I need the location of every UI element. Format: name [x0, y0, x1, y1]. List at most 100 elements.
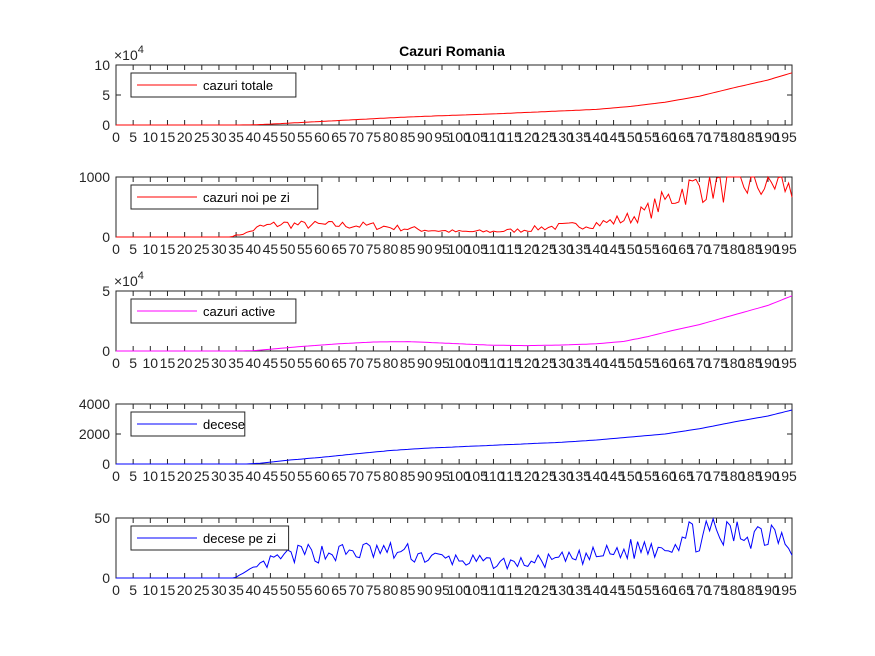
x-tick-label: 145 [602, 129, 626, 145]
x-tick-label: 35 [228, 355, 244, 371]
x-tick-label: 5 [129, 129, 137, 145]
x-tick-label: 155 [636, 129, 660, 145]
x-tick-label: 115 [499, 129, 522, 145]
x-tick-label: 195 [773, 468, 797, 484]
legend-label: cazuri active [203, 304, 275, 319]
x-tick-label: 105 [465, 241, 489, 257]
x-tick-label: 20 [177, 241, 193, 257]
y-tick-label: 0 [102, 117, 110, 133]
x-tick-label: 15 [160, 468, 176, 484]
x-tick-label: 140 [585, 355, 609, 371]
x-tick-label: 185 [739, 129, 763, 145]
x-tick-label: 185 [739, 468, 763, 484]
x-tick-label: 35 [228, 241, 244, 257]
x-tick-label: 165 [671, 582, 695, 598]
x-tick-label: 95 [434, 241, 450, 257]
x-tick-label: 185 [739, 582, 763, 598]
x-tick-label: 105 [465, 468, 489, 484]
x-tick-label: 65 [331, 129, 347, 145]
x-tick-label: 110 [482, 241, 505, 257]
x-tick-label: 90 [417, 582, 433, 598]
x-tick-label: 105 [465, 355, 489, 371]
x-tick-label: 25 [194, 355, 210, 371]
x-tick-label: 110 [482, 468, 505, 484]
x-tick-label: 5 [129, 355, 137, 371]
x-tick-label: 85 [400, 241, 416, 257]
x-tick-label: 40 [245, 468, 261, 484]
x-tick-label: 130 [550, 468, 574, 484]
x-tick-label: 190 [756, 468, 780, 484]
x-tick-label: 40 [245, 241, 261, 257]
x-tick-label: 5 [129, 241, 137, 257]
x-tick-label: 30 [211, 241, 227, 257]
x-tick-label: 20 [177, 468, 193, 484]
y-exponent-label: ×104 [114, 44, 144, 63]
series-line [116, 175, 793, 238]
legend-label: decese [203, 417, 245, 432]
x-tick-label: 120 [516, 582, 540, 598]
y-tick-label: 10 [94, 57, 110, 73]
x-tick-label: 30 [211, 355, 227, 371]
x-tick-label: 50 [280, 468, 296, 484]
x-tick-label: 150 [619, 355, 643, 371]
x-tick-label: 180 [722, 129, 746, 145]
x-tick-label: 180 [722, 468, 746, 484]
x-tick-label: 15 [160, 241, 176, 257]
x-tick-label: 130 [550, 241, 574, 257]
legend-label: cazuri noi pe zi [203, 190, 290, 205]
x-tick-label: 45 [263, 129, 279, 145]
x-tick-label: 55 [297, 241, 313, 257]
x-tick-label: 135 [568, 241, 592, 257]
x-tick-label: 40 [245, 129, 261, 145]
x-tick-label: 145 [602, 468, 626, 484]
x-tick-label: 170 [688, 241, 712, 257]
x-tick-label: 175 [705, 468, 729, 484]
x-tick-label: 115 [499, 355, 522, 371]
x-tick-label: 190 [756, 355, 780, 371]
x-tick-label: 110 [482, 582, 505, 598]
x-tick-label: 5 [129, 468, 137, 484]
x-tick-label: 80 [383, 355, 399, 371]
x-tick-label: 130 [550, 129, 574, 145]
x-tick-label: 70 [348, 468, 364, 484]
x-tick-label: 35 [228, 582, 244, 598]
x-tick-label: 125 [533, 582, 557, 598]
x-tick-label: 160 [653, 582, 677, 598]
x-tick-label: 65 [331, 468, 347, 484]
x-tick-label: 160 [653, 355, 677, 371]
x-tick-label: 85 [400, 582, 416, 598]
x-tick-label: 105 [465, 582, 489, 598]
x-tick-label: 70 [348, 355, 364, 371]
x-tick-label: 130 [550, 582, 574, 598]
x-tick-label: 130 [550, 355, 574, 371]
x-tick-label: 50 [280, 582, 296, 598]
x-tick-label: 10 [143, 582, 159, 598]
x-tick-label: 75 [366, 241, 382, 257]
series-line [116, 295, 793, 352]
x-tick-label: 80 [383, 241, 399, 257]
x-tick-label: 95 [434, 355, 450, 371]
x-tick-label: 175 [705, 129, 729, 145]
x-tick-label: 140 [585, 241, 609, 257]
x-tick-label: 35 [228, 129, 244, 145]
y-tick-label: 0 [102, 456, 110, 472]
y-tick-label: 4000 [79, 396, 110, 412]
x-tick-label: 90 [417, 355, 433, 371]
x-tick-label: 160 [653, 241, 677, 257]
x-tick-label: 150 [619, 241, 643, 257]
x-tick-label: 135 [568, 129, 592, 145]
x-tick-label: 180 [722, 241, 746, 257]
y-tick-label: 2000 [79, 426, 110, 442]
x-tick-label: 10 [143, 468, 159, 484]
x-tick-label: 195 [773, 241, 797, 257]
x-tick-label: 95 [434, 582, 450, 598]
x-tick-label: 80 [383, 468, 399, 484]
x-tick-label: 115 [499, 582, 522, 598]
x-tick-label: 145 [602, 241, 626, 257]
x-tick-label: 30 [211, 468, 227, 484]
x-tick-label: 50 [280, 129, 296, 145]
x-tick-label: 120 [516, 468, 540, 484]
legend-label: cazuri totale [203, 78, 273, 93]
x-tick-label: 25 [194, 129, 210, 145]
